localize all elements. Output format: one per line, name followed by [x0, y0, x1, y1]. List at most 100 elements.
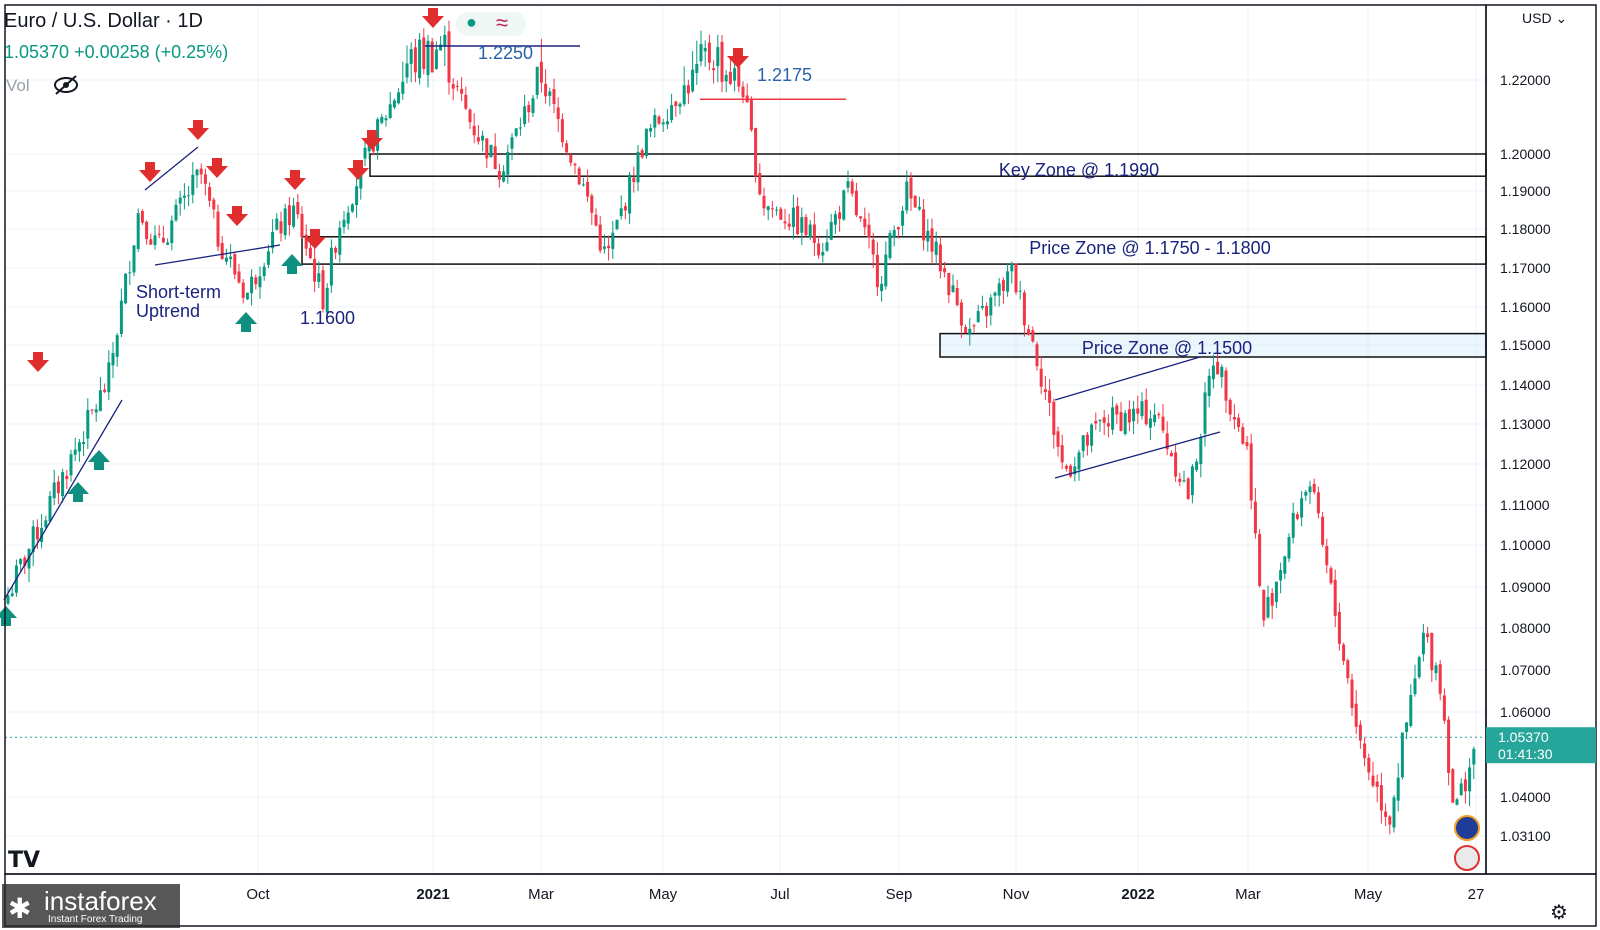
candle — [203, 174, 207, 184]
candle — [644, 128, 648, 157]
settings-gear-icon[interactable]: ⚙ — [1550, 902, 1568, 924]
price-tick-label: 1.19000 — [1500, 183, 1551, 199]
candle — [86, 409, 90, 439]
candle — [997, 283, 1001, 296]
candle — [867, 224, 871, 238]
trend-line — [3, 399, 123, 601]
candle — [182, 195, 186, 198]
candle — [1064, 465, 1068, 469]
tradingview-logo-icon[interactable]: TV — [8, 848, 41, 873]
candle — [44, 520, 48, 528]
candle — [1316, 492, 1320, 514]
candle — [405, 63, 409, 78]
candle — [1052, 401, 1056, 435]
candle — [1157, 413, 1161, 416]
candle — [1421, 632, 1425, 655]
symbol-title[interactable]: Euro / U.S. Dollar · 1D — [4, 10, 203, 32]
candle — [65, 475, 69, 480]
candle — [518, 127, 522, 129]
candle — [443, 34, 447, 46]
candle — [136, 213, 140, 249]
trend-line — [154, 244, 281, 266]
candle — [1295, 514, 1299, 519]
candle — [119, 300, 123, 334]
candle — [233, 254, 237, 275]
price-tick-label: 1.08000 — [1500, 620, 1551, 636]
candle — [191, 174, 195, 195]
candle — [460, 88, 464, 94]
buy-arrow-icon — [281, 254, 303, 274]
candle — [1438, 664, 1442, 694]
candle — [707, 42, 711, 63]
candle — [145, 221, 149, 240]
time-tick-label: 2021 — [416, 886, 449, 903]
candle — [178, 197, 182, 204]
candle — [472, 125, 476, 136]
candle — [224, 257, 228, 262]
sell-arrow-icon — [422, 8, 444, 28]
price-zone-box — [369, 153, 1487, 177]
candle — [636, 151, 640, 183]
candle — [1308, 486, 1312, 493]
candle — [1232, 417, 1236, 420]
candle — [31, 526, 35, 553]
candle — [808, 224, 812, 238]
candle — [439, 44, 443, 51]
candle — [355, 186, 359, 205]
candle — [1060, 445, 1064, 463]
candle — [1463, 779, 1467, 792]
candle — [754, 127, 758, 177]
candle — [535, 66, 539, 95]
chart-grid — [5, 5, 1486, 874]
candle — [313, 258, 317, 282]
candle — [1375, 781, 1379, 787]
candle — [124, 273, 128, 304]
candle — [905, 181, 909, 211]
candle — [821, 251, 825, 256]
candle — [1018, 290, 1022, 292]
candle — [329, 247, 333, 286]
candle — [1451, 769, 1455, 803]
indicator-b-badge[interactable]: ≈ — [496, 10, 509, 35]
price-tick-label: 1.10000 — [1500, 537, 1551, 553]
candle — [665, 121, 669, 125]
candle — [388, 104, 392, 119]
hide-eye-icon[interactable] — [52, 74, 80, 96]
indicator-badges[interactable]: ● ≈ — [456, 10, 526, 36]
candle — [762, 195, 766, 209]
indicator-a-badge[interactable]: ● — [466, 12, 477, 32]
candle — [787, 223, 791, 227]
candle — [943, 268, 947, 273]
candle — [115, 335, 119, 357]
candle — [829, 221, 833, 240]
candle — [880, 283, 884, 292]
buy-arrow-icon — [235, 312, 257, 332]
candle — [909, 177, 913, 199]
candle — [48, 496, 52, 522]
candle — [686, 85, 690, 94]
currency-selector[interactable]: USD ⌄ — [1522, 10, 1567, 27]
candle — [678, 103, 682, 107]
candle — [317, 273, 321, 282]
candle — [128, 272, 132, 274]
candle — [959, 302, 963, 326]
candle — [691, 69, 695, 92]
candle — [653, 115, 657, 128]
candle — [1459, 783, 1463, 796]
candle — [1119, 412, 1123, 431]
candle — [938, 244, 942, 272]
time-tick-label: May — [1354, 886, 1383, 903]
price-zone-1-label: Price Zone @ 1.1750 - 1.1800 — [1029, 238, 1270, 258]
candle — [245, 292, 249, 300]
candle — [1354, 703, 1358, 727]
watermark-tagline: Instant Forex Trading — [48, 914, 143, 925]
candle — [863, 218, 867, 228]
sell-arrow-icon — [187, 120, 209, 140]
candle — [1279, 570, 1283, 581]
volume-label[interactable]: Vol — [6, 76, 30, 95]
candle — [1106, 423, 1110, 427]
candle — [733, 68, 737, 81]
candle — [1262, 589, 1266, 621]
candle — [1216, 361, 1220, 375]
